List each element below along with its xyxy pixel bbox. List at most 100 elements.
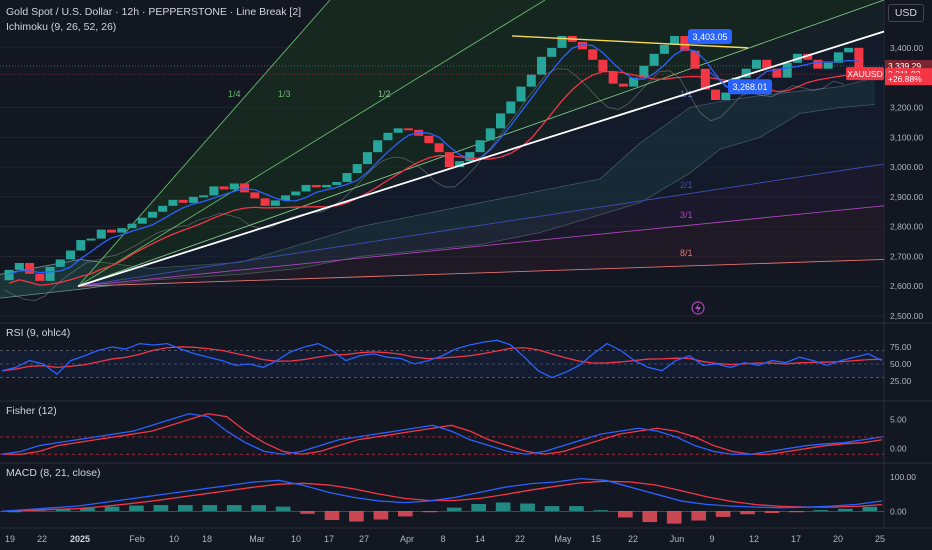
brick-61 [629, 77, 639, 87]
brick-65 [670, 35, 680, 45]
brick-8 [86, 238, 96, 241]
brick-63 [649, 53, 659, 66]
time-tick-18: 9 [709, 534, 714, 544]
brick-68 [700, 68, 710, 90]
fan-line [77, 0, 546, 287]
brick-58 [598, 59, 608, 72]
time-axis: 19 22 2025 Feb 10 18 Mar 10 17 27 Apr 8 14 22 May 15 22 J… [5, 534, 885, 544]
ichimoku-legend[interactable]: Ichimoku (9, 26, 52, 26) [6, 21, 117, 33]
time-tick-19: 12 [749, 534, 759, 544]
rsi-title[interactable]: RSI (9, ohlc4) [6, 327, 71, 339]
lagging-span [4, 68, 844, 302]
callout-box-0 [688, 28, 732, 44]
price-tick-1: 3,200.00 [890, 102, 923, 112]
time-tick-2: 2025 [70, 534, 90, 544]
time-tick-8: 17 [324, 534, 334, 544]
brick-21 [219, 186, 229, 190]
time-tick-17: Jun [670, 534, 685, 544]
price-tick-5: 2,800.00 [890, 222, 923, 232]
price-tick-7: 2,600.00 [890, 281, 923, 291]
time-tick-22: 25 [875, 534, 885, 544]
brick-73 [751, 59, 762, 69]
macd-tick-0: 100.00 [890, 472, 916, 482]
brick-49 [506, 101, 516, 114]
brick-31 [321, 184, 332, 188]
brick-34 [352, 164, 362, 174]
macd-hist-9 [226, 505, 242, 512]
fisher-trigger [2, 413, 883, 455]
macd-hist-14 [349, 511, 364, 522]
brick-35 [362, 152, 372, 165]
price-tick-3: 3,000.00 [890, 162, 923, 172]
brick-60 [618, 83, 628, 87]
macd-hist-19 [471, 504, 486, 512]
price-axis: 3,400.00 3,200.00 3,100.00 3,000.00 2,900.00… [846, 43, 932, 321]
time-tick-0: 19 [5, 534, 15, 544]
callout-box-1 [728, 79, 772, 95]
macd-hist-4 [104, 506, 120, 512]
brick-82 [844, 47, 854, 53]
brick-76 [782, 62, 792, 78]
macd-hist-6 [153, 505, 169, 512]
brick-26 [270, 200, 280, 206]
time-tick-14: May [554, 534, 572, 544]
time-tick-7: 10 [291, 534, 301, 544]
fan-label-4: 2/1 [680, 180, 693, 190]
brick-52 [536, 56, 547, 75]
rsi-tick-2: 25.00 [890, 376, 912, 386]
tenkan-line [8, 43, 859, 275]
callout-label-0: 3,403.05 [692, 32, 727, 42]
macd-title[interactable]: MACD (8, 21, close) [6, 467, 101, 479]
brick-75 [772, 68, 782, 78]
lightning-icon [691, 301, 705, 315]
macd-hist-27 [666, 511, 682, 524]
macd-hist-8 [202, 505, 218, 512]
macd-hist-34 [838, 508, 853, 512]
brick-74 [762, 59, 772, 69]
price-tick-8: 2,500.00 [890, 311, 923, 321]
time-tick-5: 18 [202, 534, 212, 544]
brick-14 [147, 211, 157, 218]
fan-line [77, 0, 331, 287]
macd-tick-1: 0.00 [890, 506, 907, 516]
currency-selector[interactable]: USD [887, 4, 924, 22]
macd-hist-23 [569, 506, 584, 512]
brick-67 [690, 50, 700, 69]
fan-label-2: 1/2 [378, 89, 391, 99]
rsi-line [1, 339, 883, 379]
brick-45 [465, 152, 475, 162]
time-tick-16: 22 [628, 534, 638, 544]
macd-hist-31 [764, 511, 780, 514]
brick-83 [854, 47, 864, 72]
rsi-signal-line [1, 346, 883, 372]
fan-label-1: 1/3 [278, 89, 291, 99]
macd-hist-3 [80, 508, 95, 512]
brick-56 [577, 41, 587, 50]
macd-hist-35 [862, 506, 878, 512]
macd-hist-28 [691, 511, 706, 521]
macd-hist-30 [740, 511, 755, 515]
macd-hist-7 [178, 505, 193, 512]
brick-47 [485, 128, 495, 141]
brick-46 [475, 140, 485, 153]
macd-hist-29 [715, 511, 731, 517]
macd-hist-12 [300, 511, 315, 514]
price-tick-2: 3,100.00 [890, 132, 923, 142]
brick-69 [711, 89, 721, 101]
price-badge-2 [885, 73, 932, 86]
brick-3 [35, 273, 45, 281]
brick-29 [301, 184, 311, 192]
brick-44 [455, 161, 465, 168]
brick-59 [608, 71, 618, 84]
time-tick-3: Feb [129, 534, 145, 544]
brick-50 [516, 86, 526, 102]
brick-39 [403, 128, 413, 131]
brick-30 [311, 184, 321, 188]
fisher-title[interactable]: Fisher (12) [6, 405, 57, 417]
macd-hist-15 [373, 511, 389, 520]
brick-70 [721, 92, 731, 101]
time-tick-1: 22 [37, 534, 47, 544]
macd-hist-11 [275, 506, 291, 512]
brick-9 [96, 229, 106, 239]
